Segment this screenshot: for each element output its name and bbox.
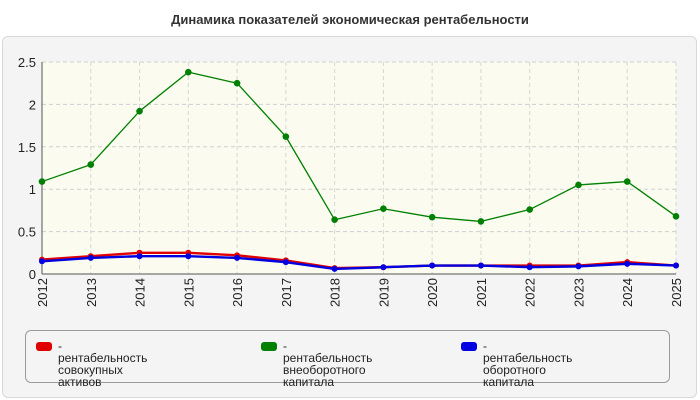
chart-legend: - рентабельность совокупных активов - ре… <box>25 330 670 388</box>
x-tick-label-2017: 2017 <box>279 278 294 307</box>
plot-area-background <box>42 62 676 274</box>
series-line-3 <box>41 254 677 271</box>
y-tick-label-4: 2 <box>29 97 36 112</box>
y-tick-label-0: 0 <box>29 267 36 282</box>
y-tick-label-2: 1 <box>29 182 36 197</box>
x-tick-label-2020: 2020 <box>425 278 440 307</box>
x-tick-label-2013: 2013 <box>84 278 99 307</box>
tick-labels: 0 0.5 1 1.5 2 2.5 2012 2013 2014 2015 2016 2017 2018… <box>18 55 684 307</box>
data-point-series-2-2012 <box>38 178 46 185</box>
data-point-series-3-2018 <box>331 265 338 272</box>
legend-swatch-series-2 <box>261 342 277 351</box>
x-tick-label-2012: 2012 <box>35 278 50 307</box>
data-point-series-2-2014 <box>136 107 143 115</box>
x-tick-label-2016: 2016 <box>230 278 245 307</box>
series-line-2 <box>41 71 677 223</box>
data-point-series-2-2013 <box>87 161 95 168</box>
y-tick-label-5: 2.5 <box>18 55 36 70</box>
data-point-series-3-2024 <box>624 260 631 267</box>
data-point-series-3-2022 <box>526 264 533 271</box>
x-tick-label-2018: 2018 <box>328 278 343 307</box>
chart-title: Динамика показателей экономическая рента… <box>171 12 529 27</box>
data-point-series-3-2017 <box>282 259 289 266</box>
data-point-series-2-2017 <box>282 133 290 140</box>
legend-label-series-2: - рентабельность внеоборотного капитала <box>283 339 373 389</box>
x-tick-label-2024: 2024 <box>620 278 635 307</box>
data-point-series-2-2024 <box>623 178 631 185</box>
legend-label-series-1: - рентабельность совокупных активов <box>58 339 148 389</box>
data-point-series-2-2021 <box>477 218 485 225</box>
data-point-series-3-2014 <box>136 253 143 260</box>
legend-swatch-series-1 <box>36 342 52 351</box>
data-point-series-2-2023 <box>575 181 582 189</box>
x-tick-label-2023: 2023 <box>571 278 586 307</box>
legend-label-series-3: - рентабельность оборотного капитала <box>483 339 573 389</box>
x-tick-label-2019: 2019 <box>376 278 391 307</box>
x-tick-label-2025: 2025 <box>669 278 684 307</box>
x-tick-label-2015: 2015 <box>181 278 196 307</box>
data-point-series-3-2012 <box>39 258 45 265</box>
data-point-series-2-2016 <box>233 79 241 87</box>
data-point-series-2-2015 <box>185 68 192 76</box>
data-point-series-2-2019 <box>380 205 387 213</box>
data-point-series-3-2025 <box>673 262 679 269</box>
x-tick-label-2022: 2022 <box>523 278 538 307</box>
data-point-series-3-2021 <box>477 262 484 269</box>
x-tick-label-2021: 2021 <box>474 278 489 307</box>
data-point-series-3-2013 <box>87 254 94 261</box>
y-tick-label-1: 0.5 <box>18 225 36 240</box>
data-point-series-3-2015 <box>185 253 192 260</box>
data-point-series-3-2019 <box>380 264 387 271</box>
grid-lines <box>42 61 677 274</box>
data-point-series-3-2023 <box>575 263 582 270</box>
data-point-series-2-2020 <box>428 213 436 221</box>
data-point-series-3-2016 <box>234 254 241 261</box>
data-point-series-3-2020 <box>429 262 436 269</box>
legend-swatch-series-3 <box>461 342 477 351</box>
axes <box>41 62 676 275</box>
data-point-series-2-2022 <box>526 206 533 213</box>
data-point-series-2-2025 <box>672 213 680 220</box>
data-point-series-2-2018 <box>331 216 338 224</box>
x-tick-label-2014: 2014 <box>133 278 148 307</box>
series-layer <box>38 68 680 272</box>
y-tick-label-3: 1.5 <box>18 140 36 155</box>
